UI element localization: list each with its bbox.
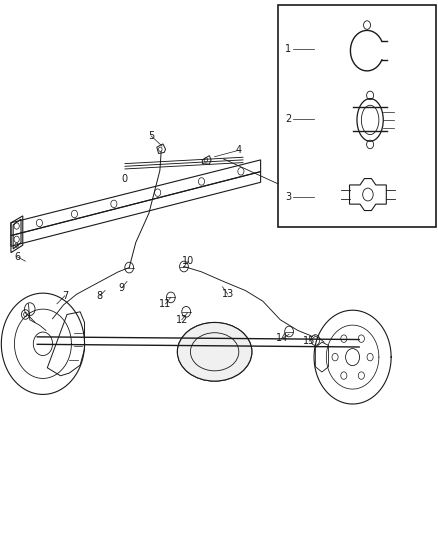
Text: 9: 9 bbox=[119, 283, 125, 293]
Text: 6: 6 bbox=[14, 252, 21, 262]
Text: 3: 3 bbox=[285, 192, 291, 202]
Text: 8: 8 bbox=[97, 291, 103, 301]
Text: 12: 12 bbox=[176, 315, 188, 325]
Text: 1: 1 bbox=[285, 44, 291, 54]
Text: 2: 2 bbox=[285, 115, 291, 124]
Text: 15: 15 bbox=[303, 336, 315, 346]
Text: 14: 14 bbox=[276, 334, 289, 343]
Ellipse shape bbox=[177, 322, 252, 381]
Text: 7: 7 bbox=[62, 291, 68, 301]
Text: 4: 4 bbox=[236, 146, 242, 155]
Text: 5: 5 bbox=[148, 131, 154, 141]
Text: 10: 10 bbox=[182, 256, 194, 266]
Text: 13: 13 bbox=[222, 289, 234, 299]
Text: 11: 11 bbox=[159, 299, 172, 309]
Text: 0: 0 bbox=[122, 174, 128, 183]
